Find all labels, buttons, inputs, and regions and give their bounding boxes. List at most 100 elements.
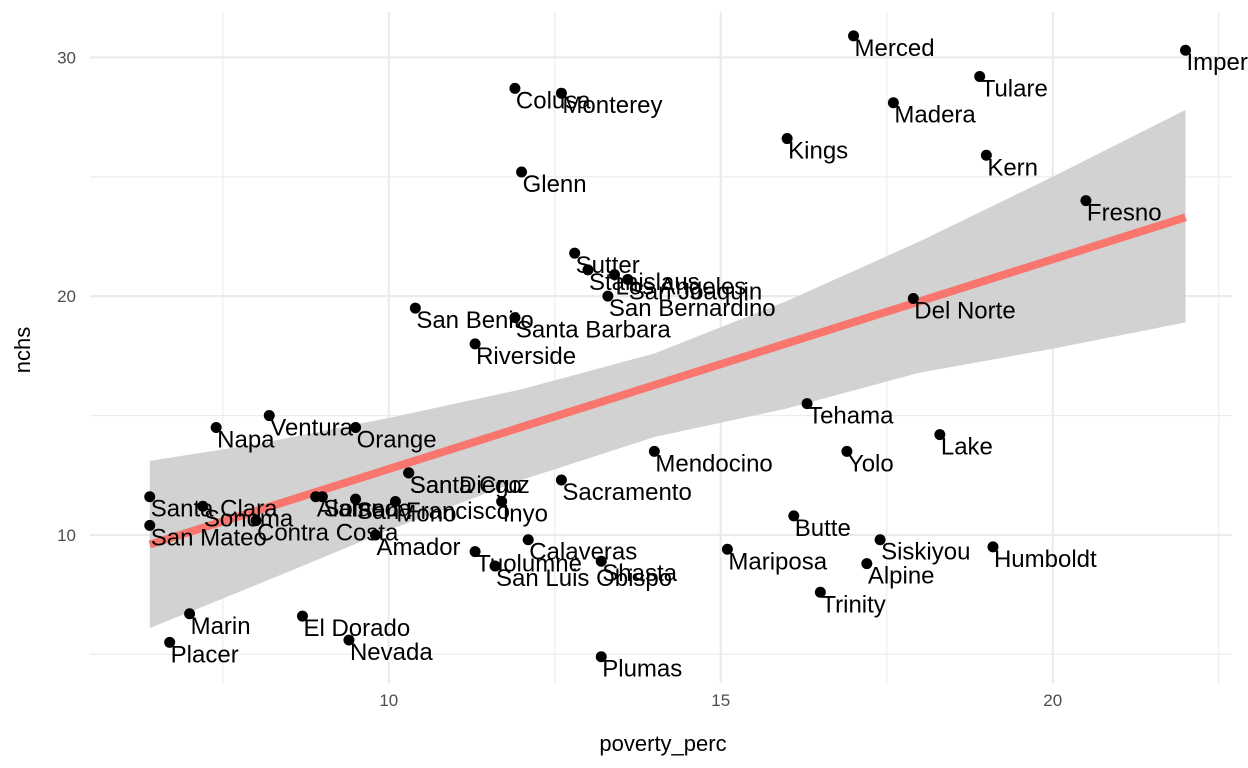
point-label: Calaveras: [529, 539, 637, 566]
point-label: Los Angeles: [616, 274, 747, 301]
point-label: Sutter: [576, 252, 640, 279]
point-label: Lake: [941, 434, 993, 461]
point-label: Kings: [788, 138, 848, 165]
point-label: San Mateo: [151, 524, 267, 551]
point-label: Alpine: [868, 563, 935, 590]
data-point: [343, 634, 355, 646]
y-tick-label: 20: [57, 287, 76, 306]
point-label: Sacramento: [562, 479, 691, 506]
data-point: [469, 546, 481, 558]
point-label: San Benito: [416, 307, 533, 334]
point-label: Nevada: [350, 639, 433, 666]
data-point: [887, 97, 899, 109]
point-label: Humboldt: [994, 546, 1097, 573]
point-label: Monterey: [562, 92, 662, 119]
data-point: [144, 491, 156, 503]
point-label: Contra Costa: [257, 520, 399, 547]
point-label: Santa Cruz: [410, 472, 530, 499]
data-point: [648, 445, 660, 457]
point-label: Shasta: [602, 560, 677, 587]
data-point: [582, 264, 594, 276]
data-point: [197, 500, 209, 512]
data-point: [934, 429, 946, 441]
point-label: Tuolumne: [476, 551, 582, 578]
point-label: Trinity: [821, 591, 885, 618]
data-point: [496, 496, 508, 508]
data-point: [370, 529, 381, 541]
data-point: [489, 560, 501, 572]
point-label: Inyo: [503, 501, 548, 528]
point-label: Butte: [795, 515, 851, 542]
data-point: [184, 608, 196, 620]
data-point: [403, 467, 415, 479]
point-label: El Dorado: [303, 615, 410, 642]
data-point: [861, 558, 873, 570]
point-label: Yolo: [848, 450, 894, 477]
data-point: [509, 82, 521, 94]
point-label: Merced: [855, 35, 935, 62]
data-point: [907, 293, 919, 305]
data-point: [569, 247, 581, 259]
point-label: Fresno: [1087, 200, 1162, 227]
point-label: Placer: [171, 641, 239, 668]
point-label: Imperial: [1187, 49, 1248, 76]
data-point: [469, 338, 481, 350]
point-label: San Diego: [410, 472, 522, 499]
point-label: San Bernardino: [609, 295, 776, 322]
data-point: [509, 312, 521, 324]
confidence-ribbon-layer: [149, 109, 1186, 629]
y-tick-label: 10: [57, 526, 76, 545]
point-label: Mendocino: [655, 450, 772, 477]
point-label: Alameda: [317, 496, 412, 523]
point-label: San Francisco: [357, 498, 510, 525]
data-point: [296, 610, 308, 622]
point-label: Napa: [217, 426, 275, 453]
point-label: Del Norte: [914, 298, 1015, 325]
y-axis-title: nchs: [10, 327, 35, 373]
data-point: [316, 491, 328, 503]
y-tick-label: 30: [57, 48, 76, 67]
point-label: Siskiyou: [881, 539, 970, 566]
x-tick-label: 10: [379, 691, 398, 710]
point-label: Glenn: [523, 171, 587, 198]
point-label: Santa Clara: [151, 496, 278, 523]
data-point: [788, 510, 800, 522]
point-label: Riverside: [476, 343, 576, 370]
data-point: [522, 534, 534, 546]
point-label: Plumas: [602, 656, 682, 683]
data-point: [721, 543, 733, 555]
data-point: [555, 87, 567, 99]
data-point: [622, 273, 634, 285]
data-point: [1180, 44, 1192, 56]
point-label: Solano: [323, 496, 398, 523]
point-label: Santa Barbara: [516, 317, 671, 344]
point-label: San Luis Obispo: [496, 565, 672, 592]
point-label: Ventura: [270, 415, 353, 442]
data-point: [595, 651, 607, 663]
data-point: [781, 133, 793, 145]
point-label: San Joaquin: [629, 278, 762, 305]
x-tick-label: 15: [711, 691, 730, 710]
point-label: Marin: [191, 613, 251, 640]
data-point: [987, 541, 999, 553]
data-point: [210, 421, 222, 433]
data-point: [814, 586, 826, 598]
point-label: Madera: [894, 102, 976, 129]
fit-line-layer: [148, 213, 1187, 549]
data-point: [595, 555, 607, 567]
data-point: [389, 496, 401, 508]
tick-labels-layer: 10 15 20 10 20 30: [57, 48, 1062, 710]
data-point: [144, 519, 156, 531]
data-point: [974, 70, 986, 82]
confidence-ribbon: [149, 109, 1186, 629]
point-label: Amador: [377, 534, 461, 561]
fit-line: [148, 213, 1187, 549]
data-point: [609, 269, 621, 281]
data-point: [516, 166, 528, 178]
point-label: Sonoma: [204, 505, 294, 532]
point-label: Orange: [357, 426, 437, 453]
points-layer: [144, 30, 1192, 663]
point-label: Kern: [987, 154, 1038, 181]
data-point: [350, 421, 362, 433]
